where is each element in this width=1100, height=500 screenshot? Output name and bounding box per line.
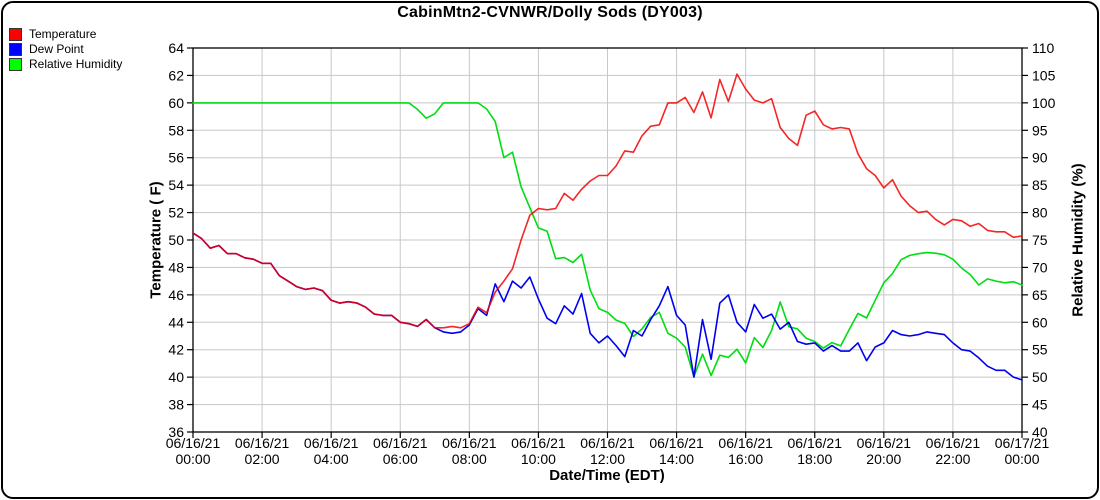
x-tick-date-label: 06/16/21 [580,435,635,451]
y-right-tick-label: 90 [1032,150,1048,166]
y-left-tick-label: 60 [168,95,184,111]
x-tick-time-label: 00:00 [175,451,210,467]
x-tick-date-label: 06/16/21 [373,435,428,451]
y-left-tick-label: 62 [168,67,184,83]
y-axis-title-right: Relative Humidity (%) [1069,163,1087,317]
x-tick-date-label: 06/16/21 [235,435,290,451]
x-tick-time-label: 10:00 [521,451,556,467]
series-line-relative-humidity [192,102,1023,378]
x-tick-time-label: 08:00 [452,451,487,467]
legend-label: Dew Point [29,42,84,56]
y-left-tick-label: 48 [168,259,184,275]
x-tick-time-label: 04:00 [314,451,349,467]
y-right-tick-label: 105 [1032,67,1056,83]
y-left-tick-label: 46 [168,287,184,303]
x-tick-date-label: 06/16/21 [511,435,566,451]
y-right-tick-label: 60 [1032,314,1048,330]
x-tick-time-label: 06:00 [383,451,418,467]
y-right-tick-label: 70 [1032,259,1048,275]
y-left-tick-label: 40 [168,369,184,385]
x-tick-time-label: 02:00 [245,451,280,467]
legend-item-dew-point: Dew Point [9,42,122,57]
page-title: CabinMtn2-CVNWR/Dolly Sods (DY003) [397,4,703,21]
x-tick-date-label: 06/16/21 [166,435,221,451]
y-left-tick-label: 36 [168,424,184,440]
x-tick-date-label: 06/16/21 [857,435,912,451]
y-right-tick-label: 80 [1032,205,1048,221]
relative-humidity-swatch-icon [9,58,22,71]
y-right-tick-label: 110 [1032,40,1055,56]
temperature-swatch-icon [9,28,22,41]
y-right-tick-label: 95 [1032,122,1048,138]
x-tick-date-label: 06/16/21 [926,435,981,451]
y-right-tick-label: 45 [1032,397,1048,413]
x-tick-time-label: 22:00 [935,451,970,467]
series-line-temperature [192,73,1023,329]
y-left-tick-label: 52 [168,205,184,221]
legend-item-temperature: Temperature [9,27,122,42]
y-left-tick-label: 56 [168,150,184,166]
y-right-tick-label: 85 [1032,177,1048,193]
x-tick-time-label: 14:00 [659,451,694,467]
y-right-tick-label: 75 [1032,232,1048,248]
x-axis-title: Date/Time (EDT) [549,467,665,484]
y-left-tick-label: 50 [168,232,184,248]
y-right-tick-label: 40 [1032,424,1048,440]
x-tick-date-label: 06/16/21 [442,435,497,451]
x-tick-time-label: 18:00 [797,451,832,467]
x-tick-time-label: 20:00 [866,451,901,467]
legend: Temperature Dew Point Relative Humidity [9,27,122,72]
y-right-tick-label: 100 [1032,95,1056,111]
x-tick-date-label: 06/17/21 [995,435,1050,451]
x-tick-date-label: 06/16/21 [718,435,773,451]
dew-point-swatch-icon [9,43,22,56]
y-right-tick-label: 50 [1032,369,1048,385]
x-tick-time-label: 12:00 [590,451,625,467]
y-left-tick-label: 64 [168,40,184,56]
y-right-tick-label: 65 [1032,287,1048,303]
y-left-tick-label: 42 [168,342,184,358]
x-tick-date-label: 06/16/21 [304,435,359,451]
y-left-tick-label: 44 [168,314,184,330]
y-left-tick-label: 38 [168,397,184,413]
x-tick-date-label: 06/16/21 [788,435,843,451]
y-axis-title-left: Temperature ( F) [147,181,165,299]
legend-label: Relative Humidity [29,57,123,71]
y-right-tick-label: 55 [1032,342,1048,358]
y-left-tick-label: 54 [168,177,184,193]
x-tick-time-label: 00:00 [1004,451,1039,467]
legend-item-relative-humidity: Relative Humidity [9,57,122,72]
y-left-tick-label: 58 [168,122,184,138]
x-tick-time-label: 16:00 [728,451,763,467]
x-tick-date-label: 06/16/21 [649,435,704,451]
legend-label: Temperature [29,27,97,41]
